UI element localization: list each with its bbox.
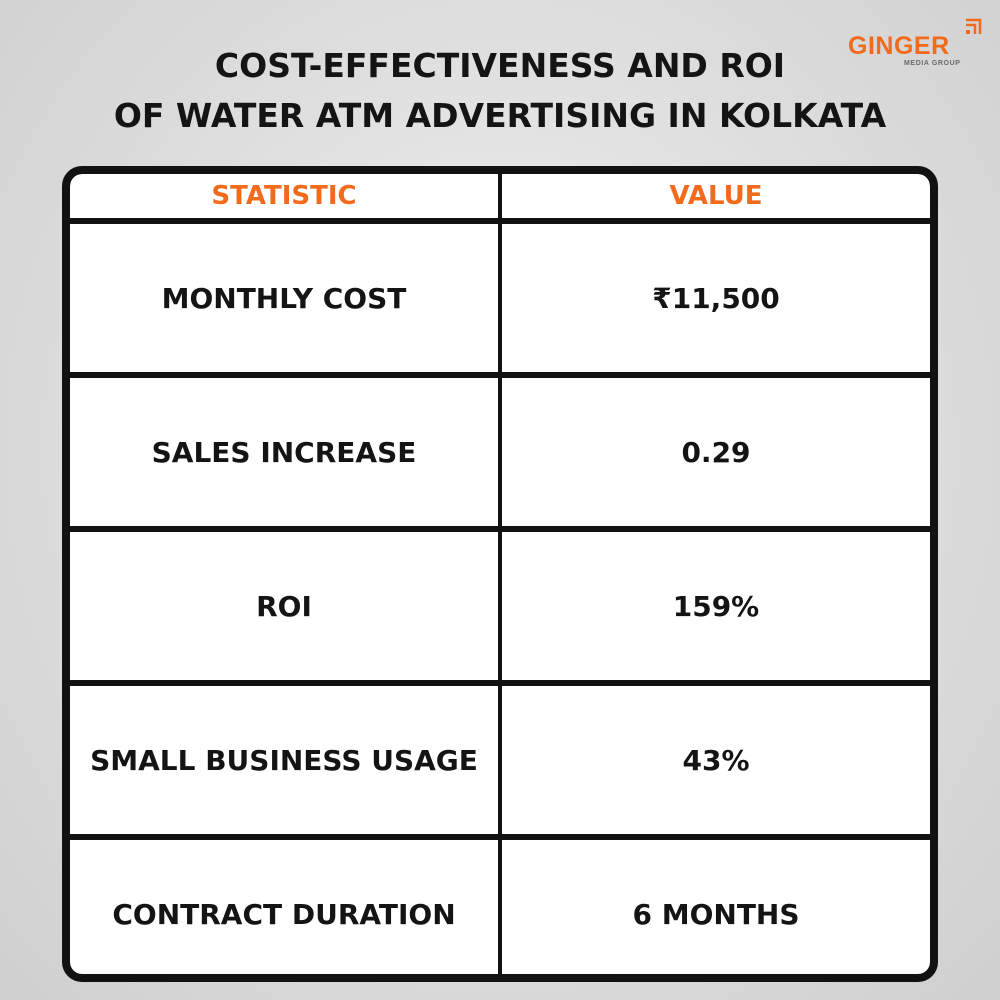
- table-row-value: 43%: [502, 686, 930, 834]
- header-value: VALUE: [502, 174, 930, 218]
- header-statistic-label: STATISTIC: [211, 181, 357, 211]
- table-row-statistic: ROI: [70, 532, 498, 680]
- table-row-value: 159%: [502, 532, 930, 680]
- logo-tagline: MEDIA GROUP: [904, 60, 961, 67]
- value-label: 6 MONTHS: [632, 897, 800, 931]
- table-row-statistic: SALES INCREASE: [70, 378, 498, 526]
- value-label: 43%: [682, 743, 750, 777]
- statistics-table-grid: STATISTIC VALUE MONTHLY COST ₹11,500 SAL…: [70, 174, 930, 974]
- statistics-table: STATISTIC VALUE MONTHLY COST ₹11,500 SAL…: [62, 166, 938, 982]
- header-value-label: VALUE: [669, 181, 763, 211]
- ginger-media-group-logo: GINGER MEDIA GROUP: [848, 18, 988, 78]
- statistic-label: ROI: [256, 589, 312, 623]
- table-row-value: 6 MONTHS: [502, 840, 930, 974]
- statistic-label: SMALL BUSINESS USAGE: [90, 743, 478, 777]
- table-row-statistic: SMALL BUSINESS USAGE: [70, 686, 498, 834]
- page-title-line-2: OF WATER ATM ADVERTISING IN KOLKATA: [113, 96, 887, 135]
- ginger-logo-icon: [966, 18, 982, 34]
- value-label: 0.29: [681, 435, 751, 469]
- table-row-value: 0.29: [502, 378, 930, 526]
- value-label: 159%: [672, 589, 760, 623]
- statistic-label: MONTHLY COST: [161, 281, 407, 315]
- logo-wordmark: GINGER: [848, 32, 950, 60]
- table-row-statistic: CONTRACT DURATION: [70, 840, 498, 974]
- header-statistic: STATISTIC: [70, 174, 498, 218]
- table-row-value: ₹11,500: [502, 224, 930, 372]
- table-row-statistic: MONTHLY COST: [70, 224, 498, 372]
- statistic-label: CONTRACT DURATION: [112, 897, 456, 931]
- page-title-line-1: COST-EFFECTIVENESS AND ROI: [214, 46, 786, 85]
- value-label: ₹11,500: [652, 281, 780, 315]
- statistic-label: SALES INCREASE: [151, 435, 417, 469]
